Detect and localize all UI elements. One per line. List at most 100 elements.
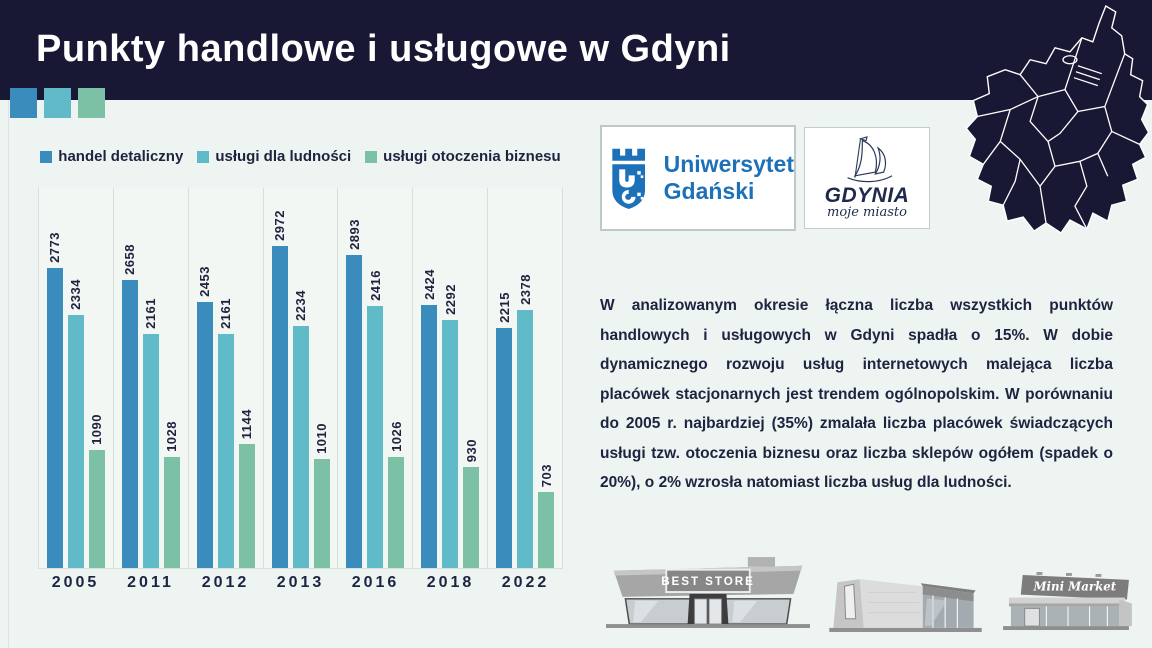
bar-column: 2658 [121,188,138,568]
bar-value-label: 2161 [218,298,234,329]
bar-column: 930 [463,188,480,568]
chart-group: 2215 2378 703 [487,188,562,568]
bar-column: 1028 [163,188,180,568]
legend-swatch-icon [40,150,53,163]
gdynia-logo-name: GDYNIA [824,184,910,207]
bar [142,334,159,568]
bar-value-label: 2453 [197,266,213,297]
legend-label: usługi otoczenia biznesu [383,148,561,165]
legend-label: usługi dla ludności [215,148,352,165]
bar [313,459,330,568]
bar-value-label: 703 [538,463,554,487]
sailship-icon [847,136,893,183]
bar-column: 2161 [217,188,234,568]
page-title: Punkty handlowe i usługowe w Gdyni [36,28,731,70]
left-edge-divider [8,100,9,648]
x-axis-year-label: 2016 [351,574,400,591]
accent-square-teal [44,88,71,118]
bar [163,457,180,568]
bar [67,315,84,568]
x-axis-year-label: 2012 [201,574,250,591]
ug-logo-text: Uniwersytet Gdański [664,151,794,205]
map-district-borders [977,37,1140,230]
gdynia-city-logo: GDYNIA moje miasto [804,127,930,229]
bar-value-label: 2334 [68,279,84,310]
analysis-paragraph: W analizowanym okresie łączna liczba wsz… [600,297,1113,491]
chart-group: 2658 2161 1028 [112,188,188,568]
x-axis-year-label: 2022 [501,574,550,591]
bar [292,326,309,568]
bar-column: 2773 [46,188,63,568]
chart-group: 2424 2292 930 [412,188,487,568]
bar-value-label: 1090 [89,414,105,445]
bar-value-label: 2416 [367,270,383,301]
bar-value-label: 2161 [143,298,159,329]
university-gdansk-logo: Uniwersytet Gdański [600,125,796,231]
legend-label: handel detaliczny [58,148,184,165]
bar-value-label: 2424 [421,269,437,300]
legend-swatch-icon [365,150,378,163]
store-sign-text: BEST STORE [661,575,755,588]
bar [442,320,459,568]
bar-chart: 2773 2334 1090 2658 2161 1028 2453 2161 1144 2972… [38,188,563,569]
bar-column: 2972 [271,188,288,568]
x-axis-year-label: 2018 [426,574,475,591]
x-axis-year-label: 2005 [51,574,100,591]
bar [121,280,138,568]
gdynia-logo-tagline: moje miasto [827,205,907,220]
bar [388,457,405,568]
bar-value-label: 1010 [314,423,329,454]
chart-legend: handel detaliczny usługi dla ludności usłu… [38,148,563,165]
bar [346,255,363,568]
bar [463,467,480,568]
bar-column: 703 [538,188,555,568]
bar-value-label: 930 [463,438,479,462]
legend-item: usługi otoczenia biznesu [365,148,561,165]
chart-group: 2773 2334 1090 [38,188,113,568]
bar-column: 2453 [196,188,213,568]
bar-column: 2893 [346,188,363,568]
bar-column: 2215 [496,188,513,568]
bar-value-label: 1028 [164,421,180,452]
bar [196,302,213,568]
bar-value-label: 2292 [442,284,458,315]
bar [217,334,234,568]
bar [271,246,288,568]
bar [538,492,555,568]
chart-x-axis: 2005 2011 2012 2013 2016 2018 2022 [38,574,563,592]
bar-column: 2416 [367,188,384,568]
bar-value-label: 1144 [239,408,255,439]
bar-value-label: 2378 [517,274,533,305]
bar-column: 2292 [442,188,459,568]
bar [238,444,255,568]
legend-item: usługi dla ludności [197,148,351,165]
bar [88,450,105,568]
bar-column: 2424 [421,188,438,568]
store-sign-text: Mini Market [1032,580,1116,594]
bar-column: 2234 [292,188,309,568]
legend-swatch-icon [197,150,210,163]
bar-column: 2334 [67,188,84,568]
bar [367,306,384,568]
ug-logo-line1: Uniwersytet [663,151,794,177]
bar-value-label: 2972 [272,210,287,241]
header-bar [0,0,1152,100]
legend-item: handel detaliczny [40,148,183,165]
chart-group: 2453 2161 1144 [187,188,263,568]
bar-column: 1010 [313,188,330,568]
x-axis-year-label: 2013 [276,574,325,591]
ug-shield-icon [612,148,646,209]
bar-column: 2378 [517,188,534,568]
bar [517,310,534,568]
bar-value-label: 2773 [47,232,63,263]
accent-square-green [78,88,105,118]
glass-store-illustration [829,579,982,632]
mini-market-illustration: Mini Market [1003,572,1132,631]
gdynia-districts-map [965,4,1150,234]
bar [46,268,63,568]
bar-value-label: 2234 [293,290,308,321]
chart-group: 2972 2234 1010 [262,188,338,568]
bar-value-label: 2215 [496,292,512,323]
x-axis-year-label: 2011 [127,574,174,591]
